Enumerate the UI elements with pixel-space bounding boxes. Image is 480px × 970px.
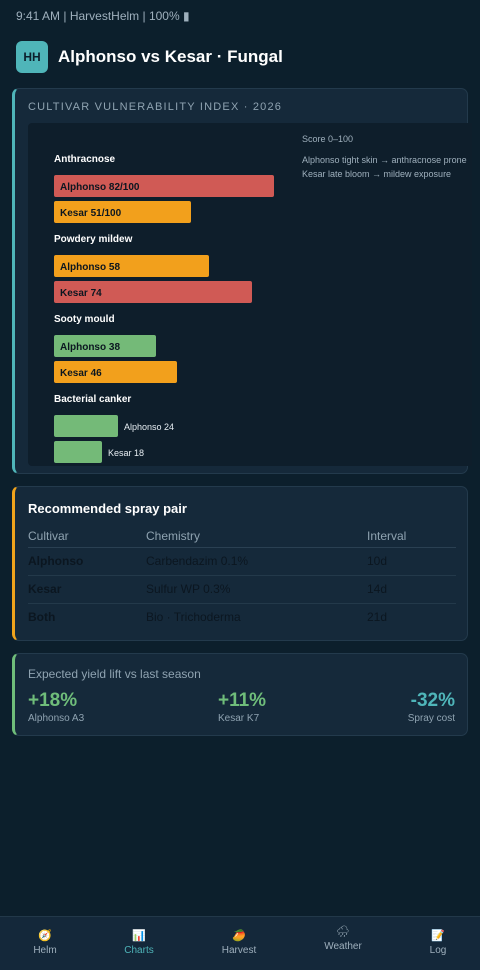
- bar: [54, 441, 102, 463]
- bar-label: Alphonso 38: [60, 342, 120, 353]
- kpi-value: +18%: [28, 690, 78, 711]
- tab-helm[interactable]: 🧭 Helm: [5, 929, 85, 956]
- kpi-value: -32%: [410, 690, 455, 711]
- yield-lift-card: Expected yield lift vs last season +18% …: [12, 653, 468, 736]
- chart-note: Alphonso tight skin → anthracnose prone: [302, 155, 467, 165]
- bar-chart-icon: 📊: [132, 930, 146, 942]
- table-row[interactable]: Kesar Sulfur WP 0.3% 14d: [28, 575, 456, 604]
- chart-area: Score 0–100 Alphonso tight skin → anthrac…: [28, 123, 472, 466]
- bar-label: Alphonso 82/100: [60, 182, 140, 193]
- tab-label: Weather: [324, 941, 362, 952]
- tab-label: Log: [429, 945, 447, 956]
- cultivar-cell: Kesar: [28, 575, 146, 604]
- tab-weather[interactable]: 🌧 Weather: [303, 925, 383, 952]
- table-header-row: Cultivar Chemistry Interval: [28, 525, 456, 548]
- column-header-chemistry: Chemistry: [146, 525, 367, 548]
- mango-icon: 🥭: [232, 930, 246, 942]
- tab-charts[interactable]: 📊 Charts: [99, 929, 179, 956]
- category-label: Powdery mildew: [54, 234, 133, 245]
- bar: [54, 281, 252, 303]
- bottom-tab-bar: 🧭 Helm 📊 Charts 🥭 Harvest 🌧 Weather 📝 Lo…: [0, 916, 480, 970]
- bar: [54, 361, 177, 383]
- vulnerability-chart-card: CULTIVAR VULNERABILITY INDEX · 2026 Scor…: [12, 88, 472, 474]
- bar-label: Kesar 74: [60, 288, 102, 299]
- kpi-label: Kesar K7: [218, 713, 260, 724]
- bar: [54, 255, 209, 277]
- bar: [54, 335, 156, 357]
- vulnerability-chart: Score 0–100 Alphonso tight skin → anthrac…: [54, 134, 467, 463]
- tab-label: Charts: [124, 945, 154, 956]
- category-label: Anthracnose: [54, 154, 116, 165]
- notepad-icon: 📝: [431, 930, 445, 942]
- chemistry-cell: Sulfur WP 0.3%: [146, 575, 367, 604]
- bar-label: Kesar 51/100: [60, 208, 122, 219]
- spray-title: Recommended spray pair: [28, 501, 187, 516]
- chemistry-cell: Carbendazim 0.1%: [146, 547, 367, 576]
- scale-note: Score 0–100: [302, 134, 353, 144]
- spray-pair-card: Recommended spray pair Cultivar Chemistr…: [12, 486, 468, 641]
- kpi-alphonso: +18% Alphonso A3: [28, 689, 84, 725]
- bar-label: Kesar 18: [108, 448, 144, 458]
- app-header: HH Alphonso vs Kesar · Fungal: [16, 41, 464, 73]
- yield-title: Expected yield lift vs last season: [28, 667, 201, 681]
- tab-label: Harvest: [221, 945, 257, 956]
- column-header-interval: Interval: [367, 525, 456, 548]
- tab-log[interactable]: 📝 Log: [398, 929, 478, 956]
- cultivar-cell: Alphonso: [28, 547, 146, 576]
- spray-table: Cultivar Chemistry Interval Alphonso Car…: [28, 525, 456, 631]
- chart-title: CULTIVAR VULNERABILITY INDEX · 2026: [28, 101, 283, 113]
- bar: [54, 201, 191, 223]
- table-row[interactable]: Both Bio · Trichoderma 21d: [28, 603, 456, 631]
- kpi-kesar: +11% Kesar K7: [218, 689, 266, 725]
- bar: [54, 415, 118, 437]
- column-header-cultivar: Cultivar: [28, 525, 146, 548]
- interval-cell: 10d: [367, 547, 456, 576]
- page-title: Alphonso vs Kesar · Fungal: [58, 47, 283, 66]
- kpi-spray-cost: -32% Spray cost: [408, 689, 455, 725]
- cultivar-cell: Both: [28, 610, 56, 625]
- kpi-value: +11%: [218, 690, 267, 711]
- kpi-label: Alphonso A3: [28, 713, 85, 724]
- rain-cloud-icon: 🌧: [336, 926, 350, 938]
- status-bar: 9:41 AM | HarvestHelm | 100% ▮: [16, 9, 190, 23]
- chemistry-cell: Bio · Trichoderma: [146, 610, 241, 625]
- kpi-label: Spray cost: [407, 713, 455, 724]
- tab-label: Helm: [33, 945, 57, 956]
- table-row[interactable]: Alphonso Carbendazim 0.1% 10d: [28, 547, 456, 576]
- compass-icon: 🧭: [38, 930, 52, 942]
- category-label: Bacterial canker: [54, 394, 131, 405]
- chart-note: Kesar late bloom → mildew exposure: [302, 169, 451, 179]
- bar-label: Alphonso 58: [60, 262, 120, 273]
- bar-label: Alphonso 24: [124, 422, 174, 432]
- category-label: Sooty mould: [54, 314, 115, 325]
- tab-harvest[interactable]: 🥭 Harvest: [199, 929, 279, 956]
- interval-cell: 21d: [367, 610, 388, 625]
- bar-label: Kesar 46: [60, 368, 102, 379]
- app-logo[interactable]: HH: [16, 41, 48, 73]
- interval-cell: 14d: [367, 575, 456, 604]
- bar: [54, 175, 274, 197]
